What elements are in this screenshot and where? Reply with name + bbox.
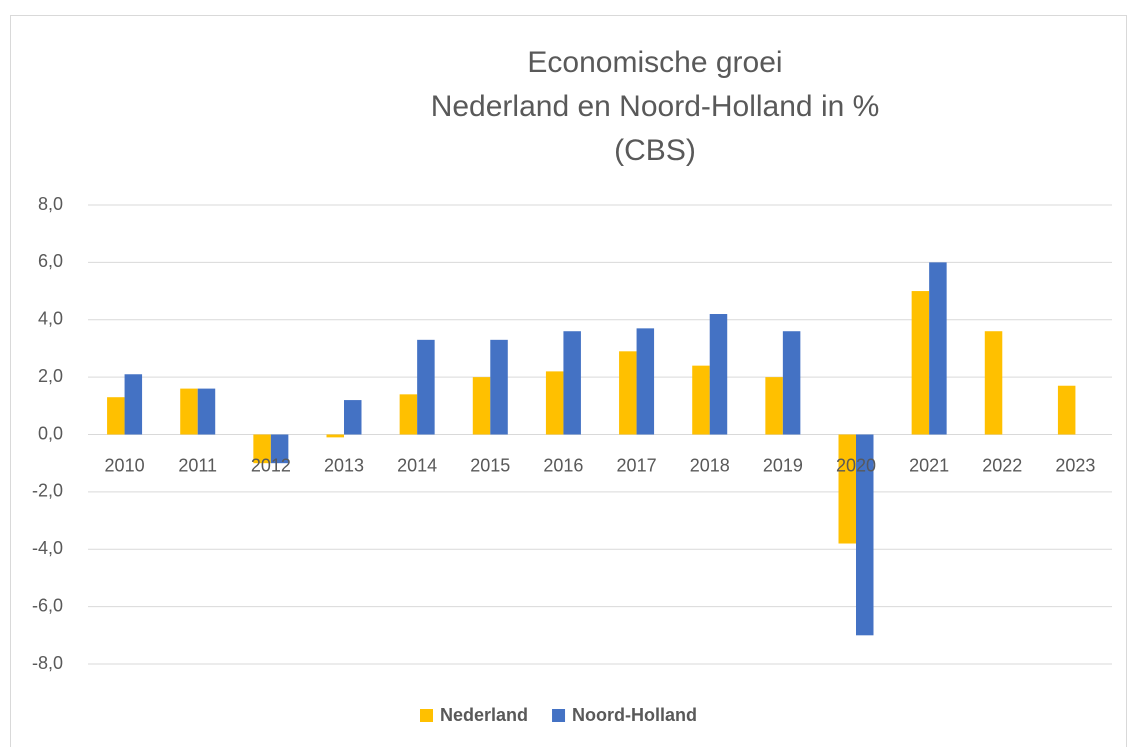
bar — [856, 434, 874, 636]
bar — [253, 434, 271, 464]
y-tick-label: -8,0 — [32, 653, 63, 673]
bar — [619, 351, 637, 435]
bar — [911, 291, 930, 435]
y-tick-label: -2,0 — [32, 481, 63, 501]
x-tick-label: 2014 — [397, 455, 437, 475]
bar — [709, 314, 728, 435]
bar — [107, 397, 125, 435]
legend-label: Nederland — [440, 705, 528, 725]
bar — [270, 434, 289, 464]
bar — [929, 262, 947, 435]
x-tick-label: 2023 — [1055, 455, 1095, 475]
bar — [399, 394, 418, 435]
x-tick-label: 2019 — [763, 455, 803, 475]
y-tick-label: 8,0 — [38, 194, 63, 214]
y-tick-label: 0,0 — [38, 423, 63, 443]
x-tick-label: 2016 — [543, 455, 583, 475]
y-tick-label: -4,0 — [32, 538, 63, 558]
bar — [692, 365, 710, 435]
x-tick-label: 2013 — [324, 455, 364, 475]
bar — [545, 371, 564, 435]
y-tick-label: 2,0 — [38, 366, 63, 386]
x-tick-label: 2012 — [251, 455, 291, 475]
bar — [782, 331, 801, 435]
chart-title: Nederland en Noord-Holland in % — [431, 90, 880, 123]
bar — [984, 331, 1003, 435]
chart-title: (CBS) — [614, 134, 696, 167]
y-tick-label: 4,0 — [38, 309, 63, 329]
x-tick-label: 2015 — [470, 455, 510, 475]
bar — [344, 400, 362, 435]
x-tick-label: 2011 — [178, 455, 217, 475]
bar — [472, 377, 491, 435]
bar — [636, 328, 655, 435]
legend-swatch — [552, 709, 566, 722]
legend-label: Noord-Holland — [572, 705, 697, 725]
x-tick-label: 2018 — [690, 455, 730, 475]
bar — [180, 388, 198, 435]
chart-title: Economische groei — [527, 46, 782, 79]
bar — [124, 374, 143, 435]
x-tick-label: 2022 — [982, 455, 1022, 475]
bar — [326, 434, 344, 438]
bar — [838, 434, 856, 544]
bar — [490, 339, 508, 435]
x-tick-label: 2017 — [617, 455, 657, 475]
legend-swatch — [420, 709, 433, 722]
bar — [197, 388, 216, 435]
bar — [765, 377, 783, 435]
x-tick-label: 2021 — [909, 455, 949, 475]
x-tick-label: 2020 — [836, 455, 876, 475]
bar — [563, 331, 581, 435]
x-tick-label: 2010 — [105, 455, 145, 475]
bar — [417, 339, 435, 435]
y-tick-label: 6,0 — [38, 251, 63, 271]
y-tick-label: -6,0 — [32, 595, 63, 615]
bar — [1057, 385, 1076, 435]
